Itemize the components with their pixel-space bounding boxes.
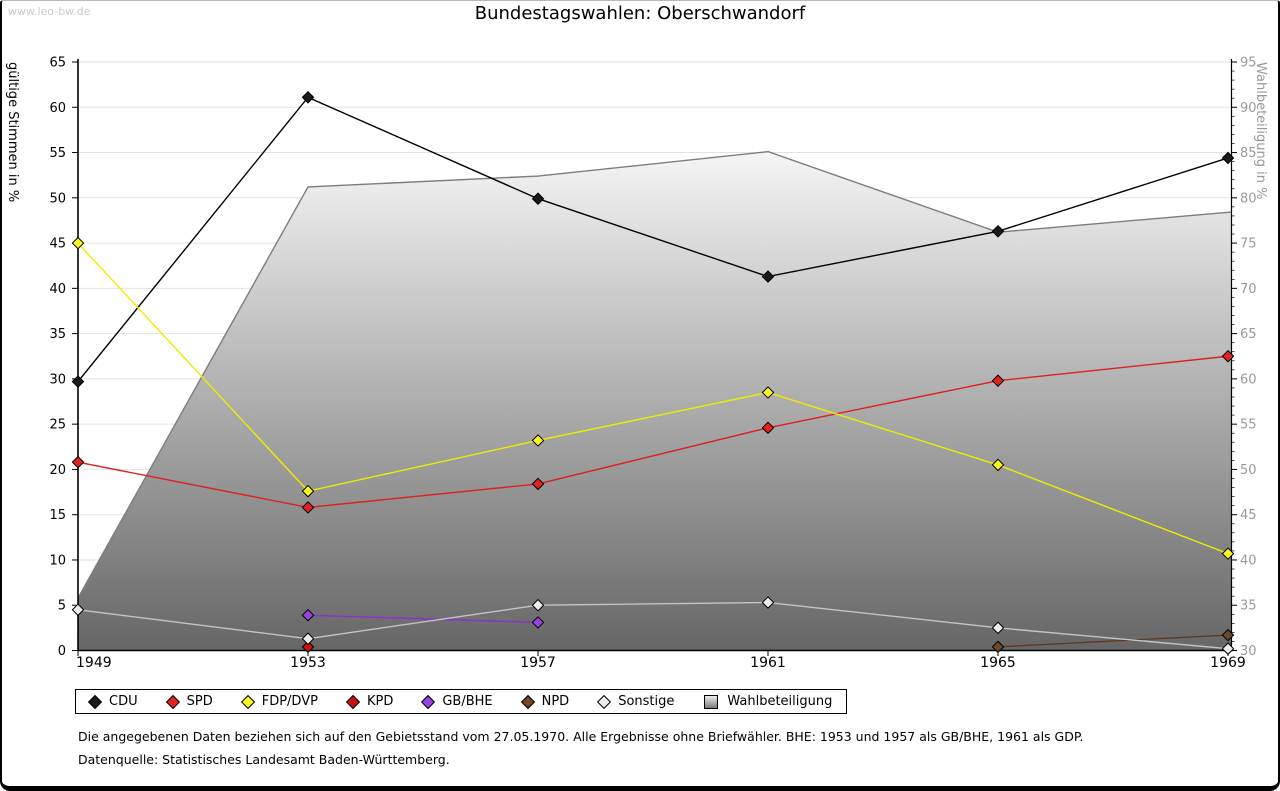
legend-item-cdu: CDU <box>87 694 138 709</box>
legend-marker-cdu-icon <box>87 694 103 709</box>
legend-label: FDP/DVP <box>261 694 318 709</box>
svg-text:15: 15 <box>49 508 66 523</box>
legend-label: NPD <box>541 694 570 709</box>
svg-text:60: 60 <box>49 101 66 116</box>
svg-text:65: 65 <box>1240 327 1257 342</box>
svg-text:35: 35 <box>49 327 66 342</box>
svg-text:65: 65 <box>49 56 66 71</box>
svg-text:60: 60 <box>1240 372 1257 387</box>
svg-text:95: 95 <box>1240 56 1257 71</box>
svg-text:45: 45 <box>1240 508 1257 523</box>
legend-marker-npd-icon <box>520 694 535 709</box>
svg-text:40: 40 <box>49 282 66 297</box>
legend-label: CDU <box>109 694 138 709</box>
legend-label: GB/BHE <box>442 694 493 709</box>
series-kpd <box>301 640 315 654</box>
legend-marker-wahlbeteiligung-icon <box>704 694 719 709</box>
legend-marker-fdp-dvp-icon <box>240 694 255 709</box>
series-gb-bhe <box>301 608 545 629</box>
legend-label: Sonstige <box>618 694 675 709</box>
turnout-area <box>77 150 1232 651</box>
svg-text:0: 0 <box>58 644 66 659</box>
svg-text:40: 40 <box>1240 553 1257 568</box>
series-cdu <box>71 91 1235 388</box>
right-axis-title: Wahlbeteiligung in % <box>1253 62 1268 199</box>
svg-text:25: 25 <box>49 418 66 433</box>
svg-text:1953: 1953 <box>290 655 326 671</box>
svg-text:10: 10 <box>49 553 66 568</box>
svg-text:55: 55 <box>49 146 66 161</box>
left-axis-title: gültige Stimmen in % <box>5 62 20 202</box>
legend-marker-sonstige-icon <box>597 694 612 709</box>
site-watermark: www.leo-bw.de <box>8 5 91 18</box>
legend-item-sonstige: Sonstige <box>597 694 675 709</box>
legend-item-fdp-dvp: FDP/DVP <box>240 694 318 709</box>
legend-item-kpd: KPD <box>345 694 394 709</box>
series-sonstige <box>71 596 1235 655</box>
svg-text:1949: 1949 <box>76 655 112 671</box>
axis-labels: 0 5 10 15 20 25 30 35 40 45 50 55 60 65 30 35 40 45 50 55 60… <box>5 56 1268 672</box>
svg-text:1965: 1965 <box>980 655 1016 671</box>
legend-label: Wahlbeteiligung <box>727 694 833 709</box>
svg-text:90: 90 <box>1240 101 1257 116</box>
legend-item-spd: SPD <box>165 694 213 709</box>
svg-text:75: 75 <box>1240 237 1257 252</box>
svg-text:50: 50 <box>49 191 66 206</box>
svg-text:35: 35 <box>1240 599 1257 614</box>
legend-marker-spd-icon <box>165 694 180 709</box>
svg-text:30: 30 <box>49 372 66 387</box>
footnote-geo: Die angegebenen Daten beziehen sich auf … <box>78 729 1084 744</box>
legend-item-gb-bhe: GB/BHE <box>421 694 493 709</box>
legend-label: KPD <box>366 694 394 709</box>
footnote-source: Datenquelle: Statistisches Landesamt Bad… <box>78 752 450 767</box>
svg-text:30: 30 <box>1240 644 1257 659</box>
legend-item-wahlbeteiligung: Wahlbeteiligung <box>704 694 832 709</box>
legend-item-npd: NPD <box>520 694 570 709</box>
series-fdp-dvp <box>71 236 1235 560</box>
chart-legend: CDU SPD FDP/DVP KPD GB/BHE NPD Sonstige Wahlbet… <box>75 689 848 714</box>
legend-marker-gb-bhe-icon <box>421 694 436 709</box>
svg-text:1961: 1961 <box>750 655 786 671</box>
svg-text:45: 45 <box>49 237 66 252</box>
svg-text:20: 20 <box>49 463 66 478</box>
svg-text:85: 85 <box>1240 146 1257 161</box>
svg-text:5: 5 <box>58 599 66 614</box>
series-npd <box>991 628 1235 654</box>
series-spd <box>71 349 1235 514</box>
svg-text:50: 50 <box>1240 463 1257 478</box>
chart-title: Bundestagswahlen: Oberschwandorf <box>474 3 806 24</box>
svg-text:80: 80 <box>1240 191 1257 206</box>
svg-text:55: 55 <box>1240 418 1257 433</box>
legend-label: SPD <box>186 694 213 709</box>
legend-marker-kpd-icon <box>345 694 361 709</box>
svg-text:1957: 1957 <box>520 655 556 671</box>
svg-text:70: 70 <box>1240 282 1257 297</box>
svg-text:1969: 1969 <box>1210 655 1246 671</box>
